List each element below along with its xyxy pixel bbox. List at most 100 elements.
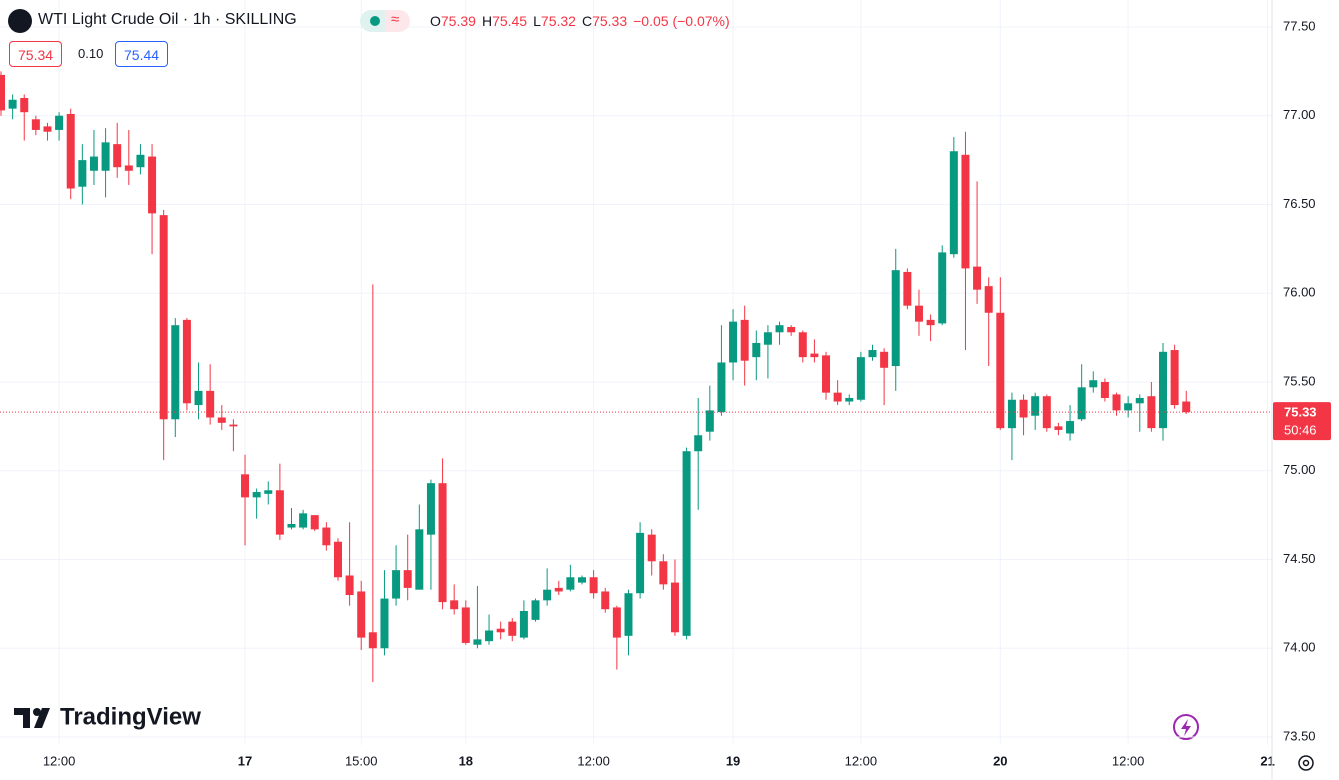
- candle: [8, 94, 17, 120]
- candle: [798, 330, 807, 363]
- x-tick-label: 19: [726, 753, 740, 768]
- candle-body: [496, 628, 505, 633]
- countdown: 50:46: [1284, 423, 1317, 438]
- candle: [89, 129, 98, 185]
- candle-body: [891, 270, 900, 367]
- candle-body: [810, 353, 819, 358]
- candle-body: [345, 575, 354, 596]
- candle-body: [763, 332, 772, 345]
- candle-body: [287, 524, 296, 528]
- candle: [705, 385, 714, 441]
- sell-button[interactable]: 75.34: [9, 41, 63, 67]
- candle-body: [880, 351, 889, 368]
- candle: [589, 570, 598, 599]
- candle: [868, 344, 877, 361]
- candle: [171, 318, 180, 438]
- candle: [601, 587, 610, 613]
- candle: [984, 277, 993, 367]
- candle: [426, 479, 435, 590]
- candle: [241, 454, 250, 546]
- candle: [485, 614, 494, 645]
- ohlc-legend: O75.39 H75.45 L75.32 C75.33 −0.05 (−0.07%): [430, 13, 730, 29]
- candle-body: [438, 483, 447, 603]
- ohlc-value: 75.32: [540, 13, 576, 29]
- candle-body: [659, 561, 668, 585]
- candle: [543, 568, 552, 606]
- candle: [229, 419, 238, 452]
- candle-body: [589, 577, 598, 594]
- candle-body: [78, 160, 87, 187]
- candle-body: [426, 483, 435, 535]
- candle: [694, 397, 703, 510]
- candle: [949, 137, 958, 258]
- candle: [217, 405, 226, 430]
- candle-body: [264, 490, 273, 494]
- status-pill[interactable]: ≈: [360, 10, 410, 32]
- candle-body: [729, 321, 738, 363]
- candle: [787, 325, 796, 336]
- ohlc-letter: H: [481, 13, 493, 29]
- candle: [1170, 344, 1179, 409]
- candle-body: [1042, 396, 1051, 429]
- candle-body: [461, 607, 470, 643]
- candle-body: [1159, 351, 1167, 429]
- candle-body: [612, 607, 621, 638]
- candle: [973, 181, 982, 304]
- candle-body: [206, 390, 215, 418]
- candle: [670, 559, 679, 636]
- candle: [299, 509, 308, 530]
- candle: [810, 339, 819, 363]
- x-tick-label: 15:00: [345, 753, 378, 768]
- candle: [636, 522, 645, 599]
- y-tick-label: 75.00: [1283, 462, 1316, 477]
- candle: [961, 131, 970, 351]
- candle-body: [1054, 426, 1063, 430]
- candle: [763, 325, 772, 379]
- buy-button[interactable]: 75.44: [115, 41, 169, 67]
- candle: [833, 380, 842, 406]
- candle: [624, 589, 633, 656]
- candle: [31, 115, 40, 136]
- candle: [473, 586, 482, 649]
- settings-button[interactable]: [1298, 755, 1314, 771]
- candle: [1042, 394, 1051, 432]
- x-tick-label: 17: [238, 753, 252, 768]
- candle-body: [171, 325, 180, 420]
- symbol-title[interactable]: WTI Light Crude Oil · 1h · SKILLING: [38, 11, 297, 28]
- candle: [659, 554, 668, 590]
- candle-body: [89, 156, 98, 171]
- candle-body: [415, 529, 424, 590]
- candle-body: [833, 392, 842, 402]
- candle-body: [914, 305, 923, 322]
- candle: [717, 325, 726, 416]
- x-tick-label: 12:00: [1112, 753, 1145, 768]
- candle: [1089, 371, 1098, 393]
- candle-body: [519, 610, 528, 638]
- candle-body: [601, 591, 610, 610]
- candle-body: [485, 630, 494, 642]
- candle: [903, 268, 912, 310]
- candle-body: [938, 252, 947, 324]
- candle-body: [8, 99, 17, 109]
- candle: [403, 534, 412, 601]
- candle-body: [473, 639, 482, 645]
- y-tick-label: 76.00: [1283, 285, 1316, 300]
- candle-body: [996, 312, 1005, 429]
- candle-body: [1100, 381, 1109, 398]
- candle-body: [217, 417, 226, 423]
- candle-body: [252, 492, 261, 498]
- candle-body: [926, 319, 935, 326]
- candle: [891, 248, 900, 391]
- candle-body: [624, 593, 633, 636]
- candle: [519, 600, 528, 640]
- candle-body: [670, 582, 679, 633]
- candle: [368, 284, 377, 682]
- candle: [938, 245, 947, 326]
- candle-body: [368, 632, 377, 649]
- candle: [264, 481, 273, 505]
- candle-body: [31, 119, 40, 130]
- candle-body: [705, 410, 714, 432]
- lightning-button[interactable]: [1173, 714, 1199, 740]
- candle: [55, 112, 64, 141]
- x-tick-label: 12:00: [845, 753, 878, 768]
